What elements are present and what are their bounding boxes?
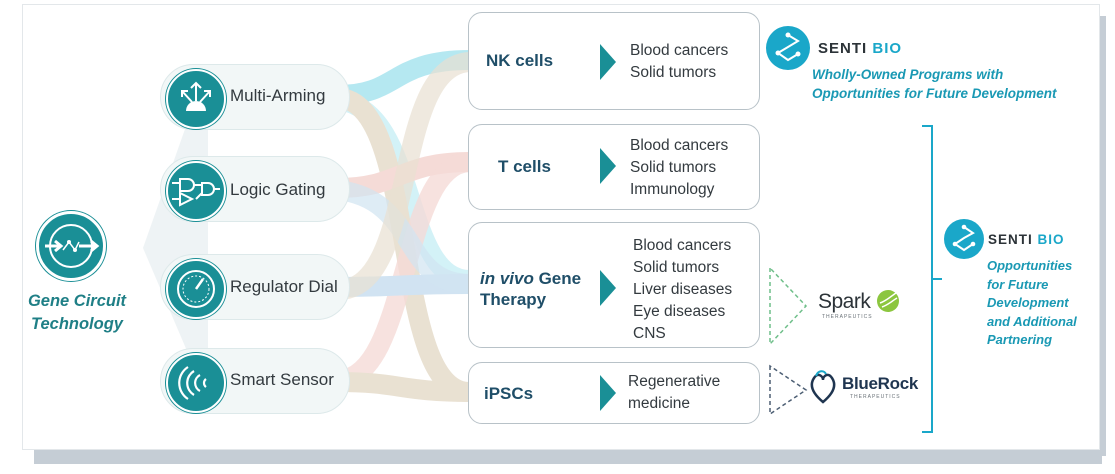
indication-item: Solid tumors bbox=[633, 259, 720, 276]
tagline-line: Wholly-Owned Programs with bbox=[812, 67, 1004, 82]
indication-list-ipsc: Regenerative medicine bbox=[628, 371, 720, 415]
gene-circuit-icon bbox=[36, 211, 106, 281]
tagline-line: Opportunities for Future Development bbox=[812, 85, 1057, 101]
cell-title-text: Gene Therapy bbox=[480, 269, 582, 309]
partnering-line: and Additional bbox=[987, 313, 1077, 329]
cell-title-em: in vivo bbox=[480, 269, 534, 288]
partnering-line: Partnering bbox=[987, 332, 1053, 347]
senti-bio-word: BIO bbox=[872, 40, 903, 57]
senti-tagline-top: Wholly-Owned Programs with Opportunities… bbox=[812, 66, 1057, 103]
bluerock-heart-icon bbox=[808, 368, 838, 404]
spark-dashed-triangle bbox=[769, 266, 808, 346]
spark-name: Spark bbox=[818, 290, 871, 313]
tech-label: Smart Sensor bbox=[230, 370, 334, 389]
center-label-line1: Gene Circuit bbox=[27, 292, 127, 310]
flow-pink-sensor bbox=[336, 152, 472, 390]
cell-title-text: NK cells bbox=[486, 51, 554, 70]
flow-blue-logic bbox=[336, 180, 471, 294]
indication-item: Immunology bbox=[630, 181, 715, 198]
cell-title-t: T cells bbox=[498, 156, 551, 177]
tech-label: Multi-Arming bbox=[230, 86, 326, 105]
spark-logo: Spark THERAPEUTICS bbox=[818, 290, 873, 320]
tech-label: Logic Gating bbox=[230, 180, 326, 199]
indication-item: Blood cancers bbox=[630, 137, 729, 154]
indication-item: Liver diseases bbox=[633, 281, 733, 298]
indication-item: CNS bbox=[633, 325, 666, 342]
indication-list-t: Blood cancers Solid tumors Immunology bbox=[630, 135, 728, 201]
indication-item: Blood cancers bbox=[633, 237, 732, 254]
indication-item: Eye diseases bbox=[633, 303, 726, 320]
bluerock-name: BlueRock bbox=[842, 374, 919, 393]
senti-word: SENTI bbox=[988, 232, 1033, 247]
cell-title-gene-therapy: in vivo Gene Therapy bbox=[480, 268, 600, 310]
bluerock-sub: THERAPEUTICS bbox=[850, 394, 901, 400]
multi-arming-icon bbox=[166, 69, 226, 129]
indication-item: medicine bbox=[628, 395, 691, 412]
spark-sub: THERAPEUTICS bbox=[822, 314, 873, 320]
indication-item: Solid tumors bbox=[630, 64, 717, 81]
senti-bio-word: BIO bbox=[1037, 232, 1065, 247]
dial-icon bbox=[166, 259, 226, 319]
bluerock-logo: BlueRock THERAPEUTICS bbox=[842, 374, 918, 400]
indication-list-gene-therapy: Blood cancers Solid tumors Liver disease… bbox=[633, 235, 732, 345]
partnering-line: for Future bbox=[987, 276, 1049, 292]
cell-title-ipsc: iPSCs bbox=[484, 383, 533, 404]
arrow-triangle bbox=[600, 270, 616, 306]
arrow-triangle bbox=[600, 44, 616, 80]
tech-label: Regulator Dial bbox=[230, 277, 338, 296]
flow-tan-dial bbox=[336, 52, 472, 300]
cell-title-text: iPSCs bbox=[484, 384, 534, 403]
indication-item: Solid tumors bbox=[630, 159, 717, 176]
partnering-line: Opportunities bbox=[987, 258, 1073, 273]
indication-item: Regenerative bbox=[628, 373, 721, 390]
cell-title-nk: NK cells bbox=[486, 50, 553, 71]
partnering-line: Development bbox=[987, 295, 1069, 310]
senti-logo-icon bbox=[766, 26, 810, 70]
flow-sensor-to-ipsc bbox=[337, 372, 471, 402]
indication-list-nk: Blood cancers Solid tumors bbox=[630, 40, 728, 84]
senti-logo-icon bbox=[944, 219, 984, 259]
bluerock-dashed-triangle bbox=[769, 364, 808, 416]
arrow-triangle bbox=[600, 148, 616, 184]
sensor-waves-icon bbox=[166, 353, 226, 413]
indication-item: Blood cancers bbox=[630, 42, 729, 59]
logic-gate-icon bbox=[166, 161, 226, 221]
center-label-line2: Technology bbox=[31, 315, 123, 333]
senti-brand-top: SENTI BIO bbox=[818, 40, 902, 57]
senti-brand-right: SENTI BIO bbox=[988, 232, 1065, 247]
partnering-bracket bbox=[922, 125, 933, 433]
arrow-triangle bbox=[600, 375, 616, 411]
slide-shadow-right bbox=[1096, 16, 1106, 456]
cell-title-text: T cells bbox=[498, 157, 551, 176]
senti-word: SENTI bbox=[818, 40, 868, 57]
senti-partnering-text: Opportunities for Future Development and… bbox=[987, 257, 1091, 350]
spark-leaf-icon bbox=[876, 289, 900, 313]
center-label: Gene Circuit Technology bbox=[22, 290, 132, 336]
